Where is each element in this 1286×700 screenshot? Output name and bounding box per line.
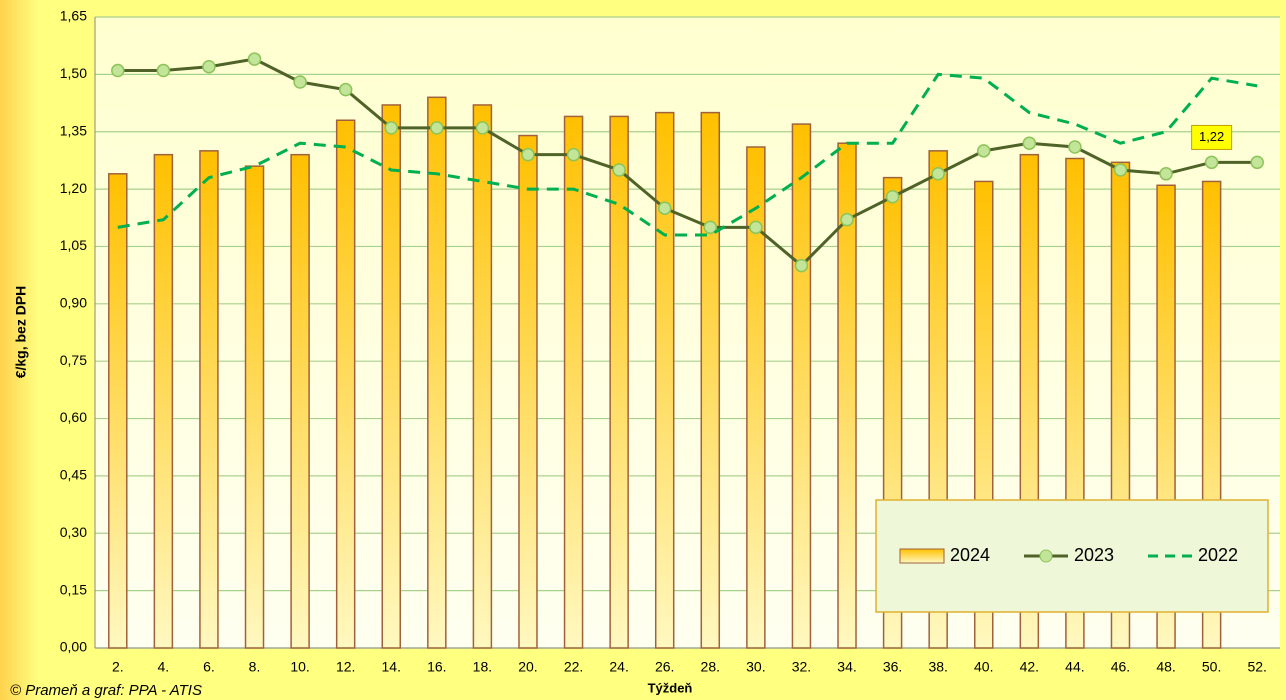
- marker: [749, 220, 763, 235]
- x-tick-label: 16.: [427, 659, 446, 675]
- legend-marker: [1039, 549, 1053, 563]
- bar: [153, 153, 174, 649]
- x-tick-label: 46.: [1111, 659, 1130, 675]
- bar: [563, 115, 584, 649]
- marker: [475, 121, 490, 135]
- x-tick-label: 18.: [473, 659, 492, 675]
- marker: [247, 52, 262, 66]
- data-label: 1,22: [1191, 124, 1233, 150]
- marker: [1250, 155, 1264, 170]
- marker: [156, 63, 171, 78]
- bar: [290, 153, 310, 649]
- x-tick-label: 6.: [203, 659, 215, 675]
- marker: [293, 75, 307, 89]
- legend-label: 2023: [1074, 545, 1114, 565]
- legend-label: 2022: [1198, 545, 1238, 565]
- marker: [338, 82, 353, 97]
- y-axis-title: €/kg, bez DPH: [13, 286, 29, 379]
- y-tick-label: 1,35: [60, 122, 87, 138]
- marker: [657, 201, 672, 215]
- x-tick-label: 30.: [746, 659, 765, 675]
- marker: [977, 144, 991, 158]
- marker: [111, 63, 125, 78]
- x-tick-label: 14.: [382, 659, 401, 675]
- x-tick-label: 36.: [883, 659, 902, 675]
- marker: [566, 147, 581, 162]
- x-tick-label: 8.: [249, 659, 261, 675]
- y-tick-label: 0,60: [60, 409, 87, 425]
- bar: [472, 104, 493, 649]
- x-tick-label: 44.: [1065, 659, 1084, 675]
- bar: [427, 96, 447, 649]
- x-tick-label: 2.: [112, 659, 124, 675]
- data-label-text: 1,22: [1199, 129, 1224, 144]
- source-note: © Prameň a graf: PPA - ATIS: [10, 682, 202, 699]
- x-tick-label: 50.: [1202, 659, 1221, 675]
- y-tick-label: 0,15: [60, 581, 87, 597]
- x-tick-label: 20.: [518, 659, 537, 675]
- marker: [612, 163, 626, 177]
- x-axis-title: Týždeň: [648, 680, 693, 695]
- marker: [202, 59, 216, 74]
- x-tick-label: 12.: [336, 659, 355, 675]
- marker: [384, 121, 398, 135]
- bar: [746, 146, 766, 649]
- x-tick-label: 40.: [974, 659, 993, 675]
- bar: [609, 115, 629, 649]
- y-tick-label: 1,20: [60, 180, 87, 196]
- marker: [794, 258, 809, 273]
- marker: [430, 121, 444, 135]
- x-tick-label: 38.: [928, 659, 947, 675]
- data-label-box: [1191, 124, 1233, 150]
- x-tick-label: 34.: [837, 659, 856, 675]
- x-tick-label: 22.: [564, 659, 583, 675]
- y-tick-label: 0,45: [60, 467, 87, 483]
- y-tick-label: 1,05: [60, 237, 87, 253]
- marker: [1068, 140, 1082, 154]
- legend-label: 2024: [950, 545, 990, 565]
- bar: [108, 173, 128, 649]
- marker: [1113, 163, 1128, 177]
- bar: [335, 119, 356, 649]
- y-tick-label: 0,75: [60, 352, 87, 368]
- x-tick-label: 10.: [290, 659, 309, 675]
- bar: [654, 111, 675, 649]
- x-tick-label: 42.: [1020, 659, 1039, 675]
- marker: [840, 212, 854, 227]
- x-tick-label: 26.: [655, 659, 674, 675]
- y-tick-label: 1,50: [60, 65, 87, 81]
- x-tick-label: 28.: [701, 659, 720, 675]
- bar: [199, 150, 219, 649]
- marker: [1204, 155, 1219, 170]
- bar: [700, 111, 721, 649]
- y-tick-label: 0,30: [60, 524, 87, 540]
- bar: [791, 123, 812, 649]
- bar: [244, 165, 265, 649]
- dashed-line: [117, 72, 1258, 237]
- x-tick-label: 52.: [1247, 659, 1266, 675]
- bar: [518, 134, 538, 649]
- x-tick-label: 32.: [792, 659, 811, 675]
- x-tick-label: 4.: [158, 659, 170, 675]
- marker: [1022, 136, 1037, 150]
- y-tick-label: 1,65: [60, 8, 87, 24]
- marker: [521, 147, 535, 162]
- x-tick-label: 48.: [1156, 659, 1175, 675]
- line: [117, 57, 1258, 268]
- legend-swatch: [899, 548, 945, 564]
- bar: [381, 104, 401, 649]
- marker: [931, 167, 945, 181]
- x-tick-label: 24.: [609, 659, 628, 675]
- y-tick-label: 0,90: [60, 295, 87, 311]
- marker: [885, 189, 900, 204]
- marker: [703, 220, 718, 235]
- marker: [1159, 167, 1173, 181]
- y-tick-label: 0,00: [60, 639, 87, 655]
